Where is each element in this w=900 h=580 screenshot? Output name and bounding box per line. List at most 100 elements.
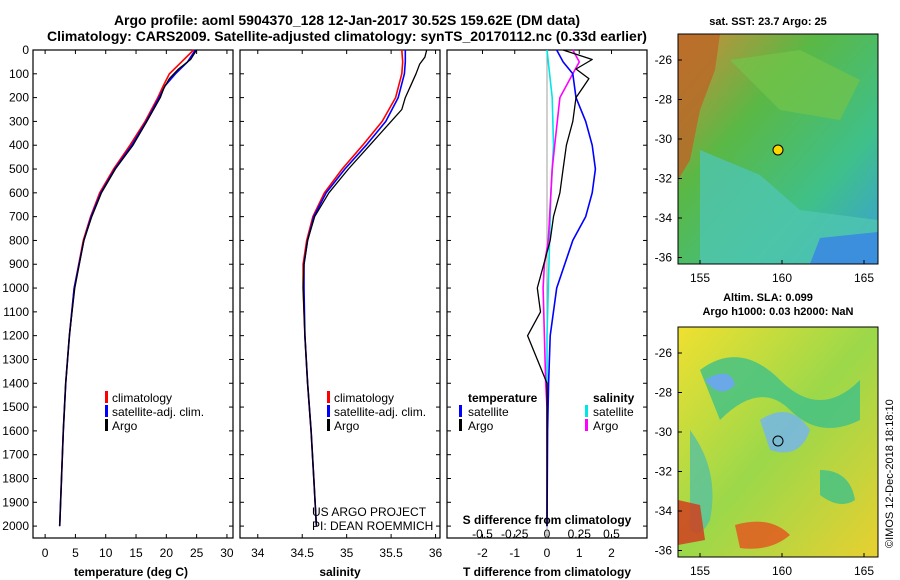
legend-swatch-t-argo	[459, 419, 462, 431]
legend-swatch-satellite	[327, 405, 330, 417]
sst-cold-region	[810, 232, 878, 264]
title-line-2: Climatology: CARS2009. Satellite-adjuste…	[47, 28, 647, 44]
x-tick-label: 15	[129, 546, 143, 560]
map-lon-label: 155	[690, 271, 710, 285]
sla-high-1	[678, 500, 705, 545]
sla-low-2	[760, 412, 810, 453]
sla-map-title-1: Altim. SLA: 0.099	[723, 292, 813, 304]
temperature-xlabel: temperature (deg C)	[74, 565, 188, 579]
legend-satellite: satellite-adj. clim.	[334, 405, 426, 419]
legend-swatch-satellite	[105, 405, 108, 417]
legend-swatch-climatology	[105, 391, 108, 403]
sst-frame	[677, 33, 879, 265]
legend-swatch-climatology	[327, 391, 330, 403]
temperature-x-ticks: 0 5 10 15 20 25 30	[42, 50, 234, 560]
x-tick-label: 10	[99, 546, 113, 560]
salinity-argo-line	[302, 49, 428, 527]
x-tick-label: 34.5	[291, 546, 315, 560]
depth-tick-label: 1400	[2, 376, 29, 390]
temperature-legend: climatology satellite-adj. clim. Argo	[105, 391, 204, 433]
sst-cool-region	[700, 150, 878, 264]
salinity-xlabel: salinity	[319, 565, 361, 579]
salinity-legend: climatology satellite-adj. clim. Argo	[327, 391, 426, 433]
x-tick-label: 2	[608, 546, 615, 560]
legend-argo: Argo	[112, 419, 138, 433]
s-diff-tick-label: -0.5	[472, 527, 493, 541]
sla-float-marker	[772, 435, 784, 447]
map-lat-label: -34	[655, 504, 673, 518]
map-lon-label: 160	[772, 564, 792, 578]
depth-tick-label: 400	[9, 138, 29, 152]
legend-satellite: satellite-adj. clim.	[112, 405, 204, 419]
t-diff-satellite-line	[546, 49, 597, 527]
temperature-argo-line	[59, 49, 198, 527]
map-lat-label: -28	[655, 386, 673, 400]
temperature-satellite-line	[58, 49, 197, 527]
legend-temperature-title: temperature	[468, 391, 538, 405]
map-lat-label: -36	[655, 251, 673, 265]
depth-tick-label: 1000	[2, 281, 29, 295]
depth-tick-label: 1600	[2, 424, 29, 438]
difference-xlabel: T difference from climatology	[463, 565, 631, 579]
x-tick-label: -2	[477, 546, 488, 560]
sla-frame	[677, 326, 879, 558]
depth-tick-label: 1900	[2, 495, 29, 509]
s-diff-argo-line	[542, 49, 581, 527]
temperature-panel	[32, 49, 234, 539]
depth-tick-label: 1500	[2, 400, 29, 414]
map-lat-label: -32	[655, 172, 673, 186]
s-diff-tick-label: 0.25	[568, 527, 592, 541]
x-tick-label: 36	[429, 546, 443, 560]
depth-tick-label: 200	[9, 91, 29, 105]
legend-swatch-s-argo	[585, 419, 588, 431]
sla-map	[677, 326, 879, 558]
sla-low-1	[705, 373, 735, 392]
salinity-climatology-line	[302, 49, 404, 527]
map-lon-label: 155	[690, 564, 710, 578]
depth-tick-label: 300	[9, 114, 29, 128]
t-diff-argo-line	[526, 49, 593, 527]
salinity-x-ticks: 34 34.5 35 35.5 36	[251, 50, 443, 560]
legend-salinity-title: salinity	[593, 391, 635, 405]
map-lat-label: -34	[655, 211, 673, 225]
s-diff-tick-label: -0.25	[501, 527, 529, 541]
depth-axis: 0 100 200 300 400 500 600 700 800 900 1000 1100 1200…	[2, 43, 647, 533]
sst-warm-coast	[678, 34, 720, 180]
x-tick-label: 34	[251, 546, 265, 560]
salinity-satellite-line	[303, 50, 407, 527]
depth-tick-label: 1800	[2, 471, 29, 485]
legend-swatch-argo	[327, 419, 330, 431]
map-lon-label: 160	[772, 271, 792, 285]
depth-tick-label: 700	[9, 210, 29, 224]
legend-climatology: climatology	[334, 391, 394, 405]
x-tick-label: 1	[576, 546, 583, 560]
salinity-panel	[239, 49, 441, 539]
sst-float-marker	[772, 144, 784, 156]
s-difference-label: S difference from climatology	[463, 513, 632, 527]
depth-tick-label: 2000	[2, 519, 29, 533]
sla-feature-3	[820, 470, 855, 504]
x-tick-label: 25	[190, 546, 204, 560]
x-tick-label: 20	[160, 546, 174, 560]
legend-swatch-s-satellite	[585, 405, 588, 417]
legend-swatch-t-satellite	[459, 405, 462, 417]
depth-tick-label: 1100	[3, 305, 29, 319]
map-lat-label: -32	[655, 465, 673, 479]
sst-map-title: sat. SST: 23.7 Argo: 25	[709, 16, 827, 28]
depth-tick-label: 100	[9, 67, 29, 81]
depth-tick-label: 1700	[2, 448, 29, 462]
sla-map-title-2: Argo h1000: 0.03 h2000: NaN	[702, 306, 853, 318]
depth-tick-label: 0	[22, 43, 29, 57]
legend-t-satellite: satellite	[468, 405, 509, 419]
x-tick-label: -1	[509, 546, 520, 560]
legend-climatology: climatology	[112, 391, 172, 405]
sst-map	[677, 33, 879, 265]
legend-argo: Argo	[334, 419, 360, 433]
depth-tick-label: 900	[9, 257, 29, 271]
map-lat-label: -30	[655, 425, 673, 439]
x-tick-label: 35.5	[379, 546, 403, 560]
x-tick-label: 35	[340, 546, 354, 560]
map-lon-label: 165	[854, 271, 874, 285]
x-tick-label: 0	[42, 546, 49, 560]
